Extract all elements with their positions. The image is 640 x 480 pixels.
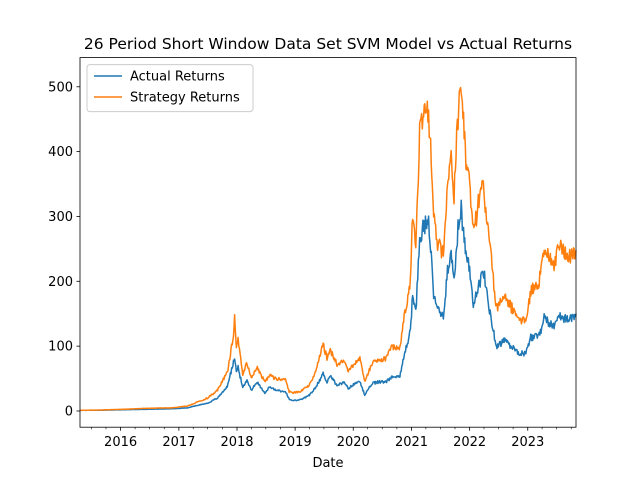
x-tick-label: 2016: [104, 435, 137, 450]
axes-frame: [79, 57, 577, 428]
chart-title: 26 Period Short Window Data Set SVM Mode…: [84, 35, 572, 53]
legend-label: Actual Returns: [130, 70, 225, 85]
x-tick-label: 2019: [279, 435, 312, 450]
legend-box: [86, 64, 254, 113]
y-tick-label: 400: [48, 145, 73, 160]
x-axis-label: Date: [312, 456, 343, 471]
legend-label: Strategy Returns: [130, 91, 240, 106]
y-tick-label: 100: [48, 340, 73, 355]
x-tick-label: 2023: [511, 435, 544, 450]
x-axis: 2016 2017 2018 2019 2020 2021 2022 2023: [91, 427, 572, 450]
plot-area: [79, 57, 577, 428]
y-tick-label: 200: [48, 275, 73, 290]
x-tick-label: 2018: [220, 435, 253, 450]
x-tick-label: 2021: [395, 435, 428, 450]
legend: Actual Returns Strategy Returns: [86, 64, 254, 113]
series-layer: [79, 86, 577, 412]
y-tick-label: 0: [65, 404, 73, 419]
y-tick-label: 500: [48, 80, 73, 95]
x-tick-label: 2020: [337, 435, 370, 450]
y-tick-label: 300: [48, 210, 73, 225]
y-axis: 0 100 200 300 400 500: [48, 80, 80, 419]
x-tick-label: 2017: [162, 435, 195, 450]
series-line-actual-returns: [79, 199, 577, 412]
series-line-strategy-returns: [79, 86, 577, 412]
x-tick-label: 2022: [453, 435, 486, 450]
